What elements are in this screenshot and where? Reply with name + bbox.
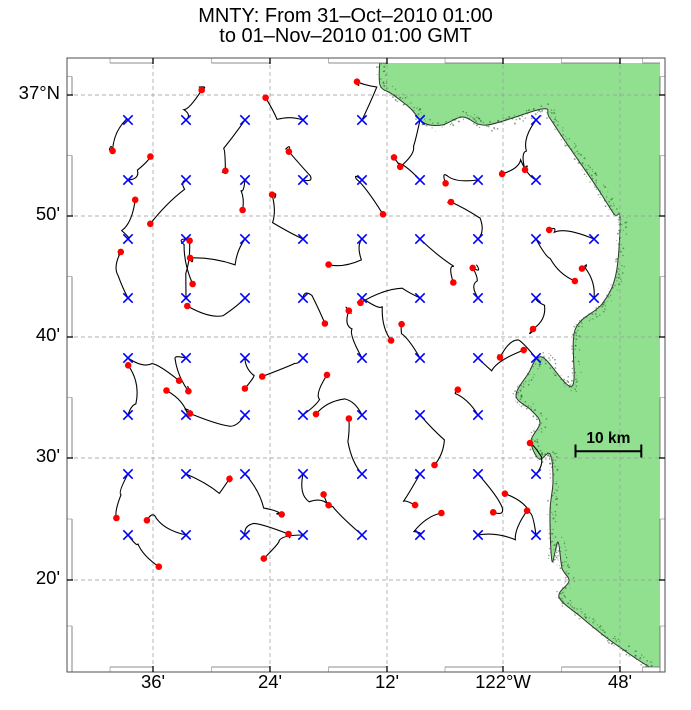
svg-text:40': 40' <box>36 324 60 345</box>
svg-text:24': 24' <box>258 671 282 692</box>
svg-text:20': 20' <box>36 567 60 588</box>
svg-text:50': 50' <box>36 203 60 224</box>
svg-text:48': 48' <box>608 671 632 692</box>
svg-text:36': 36' <box>141 671 165 692</box>
svg-text:37°N: 37°N <box>19 82 60 103</box>
svg-text:122°W: 122°W <box>475 671 531 692</box>
svg-text:12': 12' <box>375 671 399 692</box>
svg-text:10 km: 10 km <box>586 430 630 447</box>
svg-text:30': 30' <box>36 445 60 466</box>
